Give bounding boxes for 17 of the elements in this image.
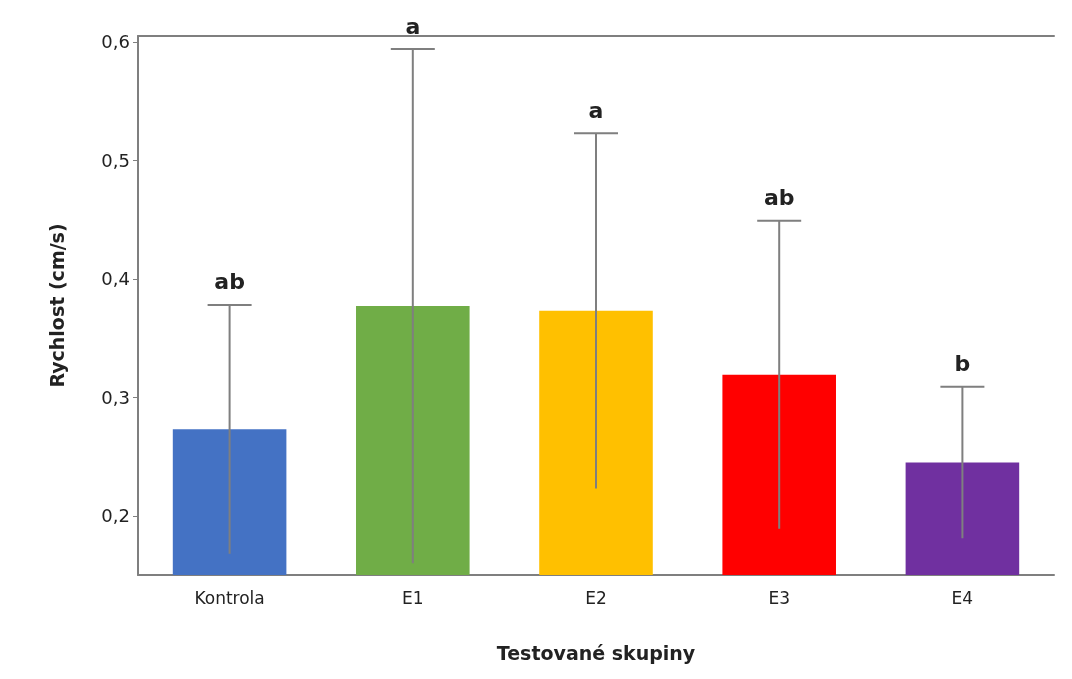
annotation: a bbox=[588, 97, 604, 123]
annotation: b bbox=[954, 351, 971, 377]
x-tick-label: E4 bbox=[951, 587, 974, 608]
annotation: a bbox=[405, 13, 421, 39]
x-tick-label: E1 bbox=[402, 587, 424, 608]
x-tick-label: E2 bbox=[585, 587, 607, 608]
x-tick-label: Kontrola bbox=[194, 587, 265, 608]
y-tick-label: 0,3 bbox=[101, 386, 130, 408]
x-tick-label: E3 bbox=[768, 587, 790, 608]
y-tick-label: 0,5 bbox=[101, 149, 130, 171]
annotation: ab bbox=[763, 185, 795, 211]
y-tick-label: 0,4 bbox=[101, 268, 130, 290]
y-tick-label: 0,6 bbox=[101, 31, 130, 53]
x-axis-title: Testované skupiny bbox=[496, 641, 696, 664]
y-axis-title: Rychlost (cm/s) bbox=[45, 223, 68, 388]
annotation: ab bbox=[214, 269, 245, 295]
y-tick-label: 0,2 bbox=[101, 505, 130, 527]
